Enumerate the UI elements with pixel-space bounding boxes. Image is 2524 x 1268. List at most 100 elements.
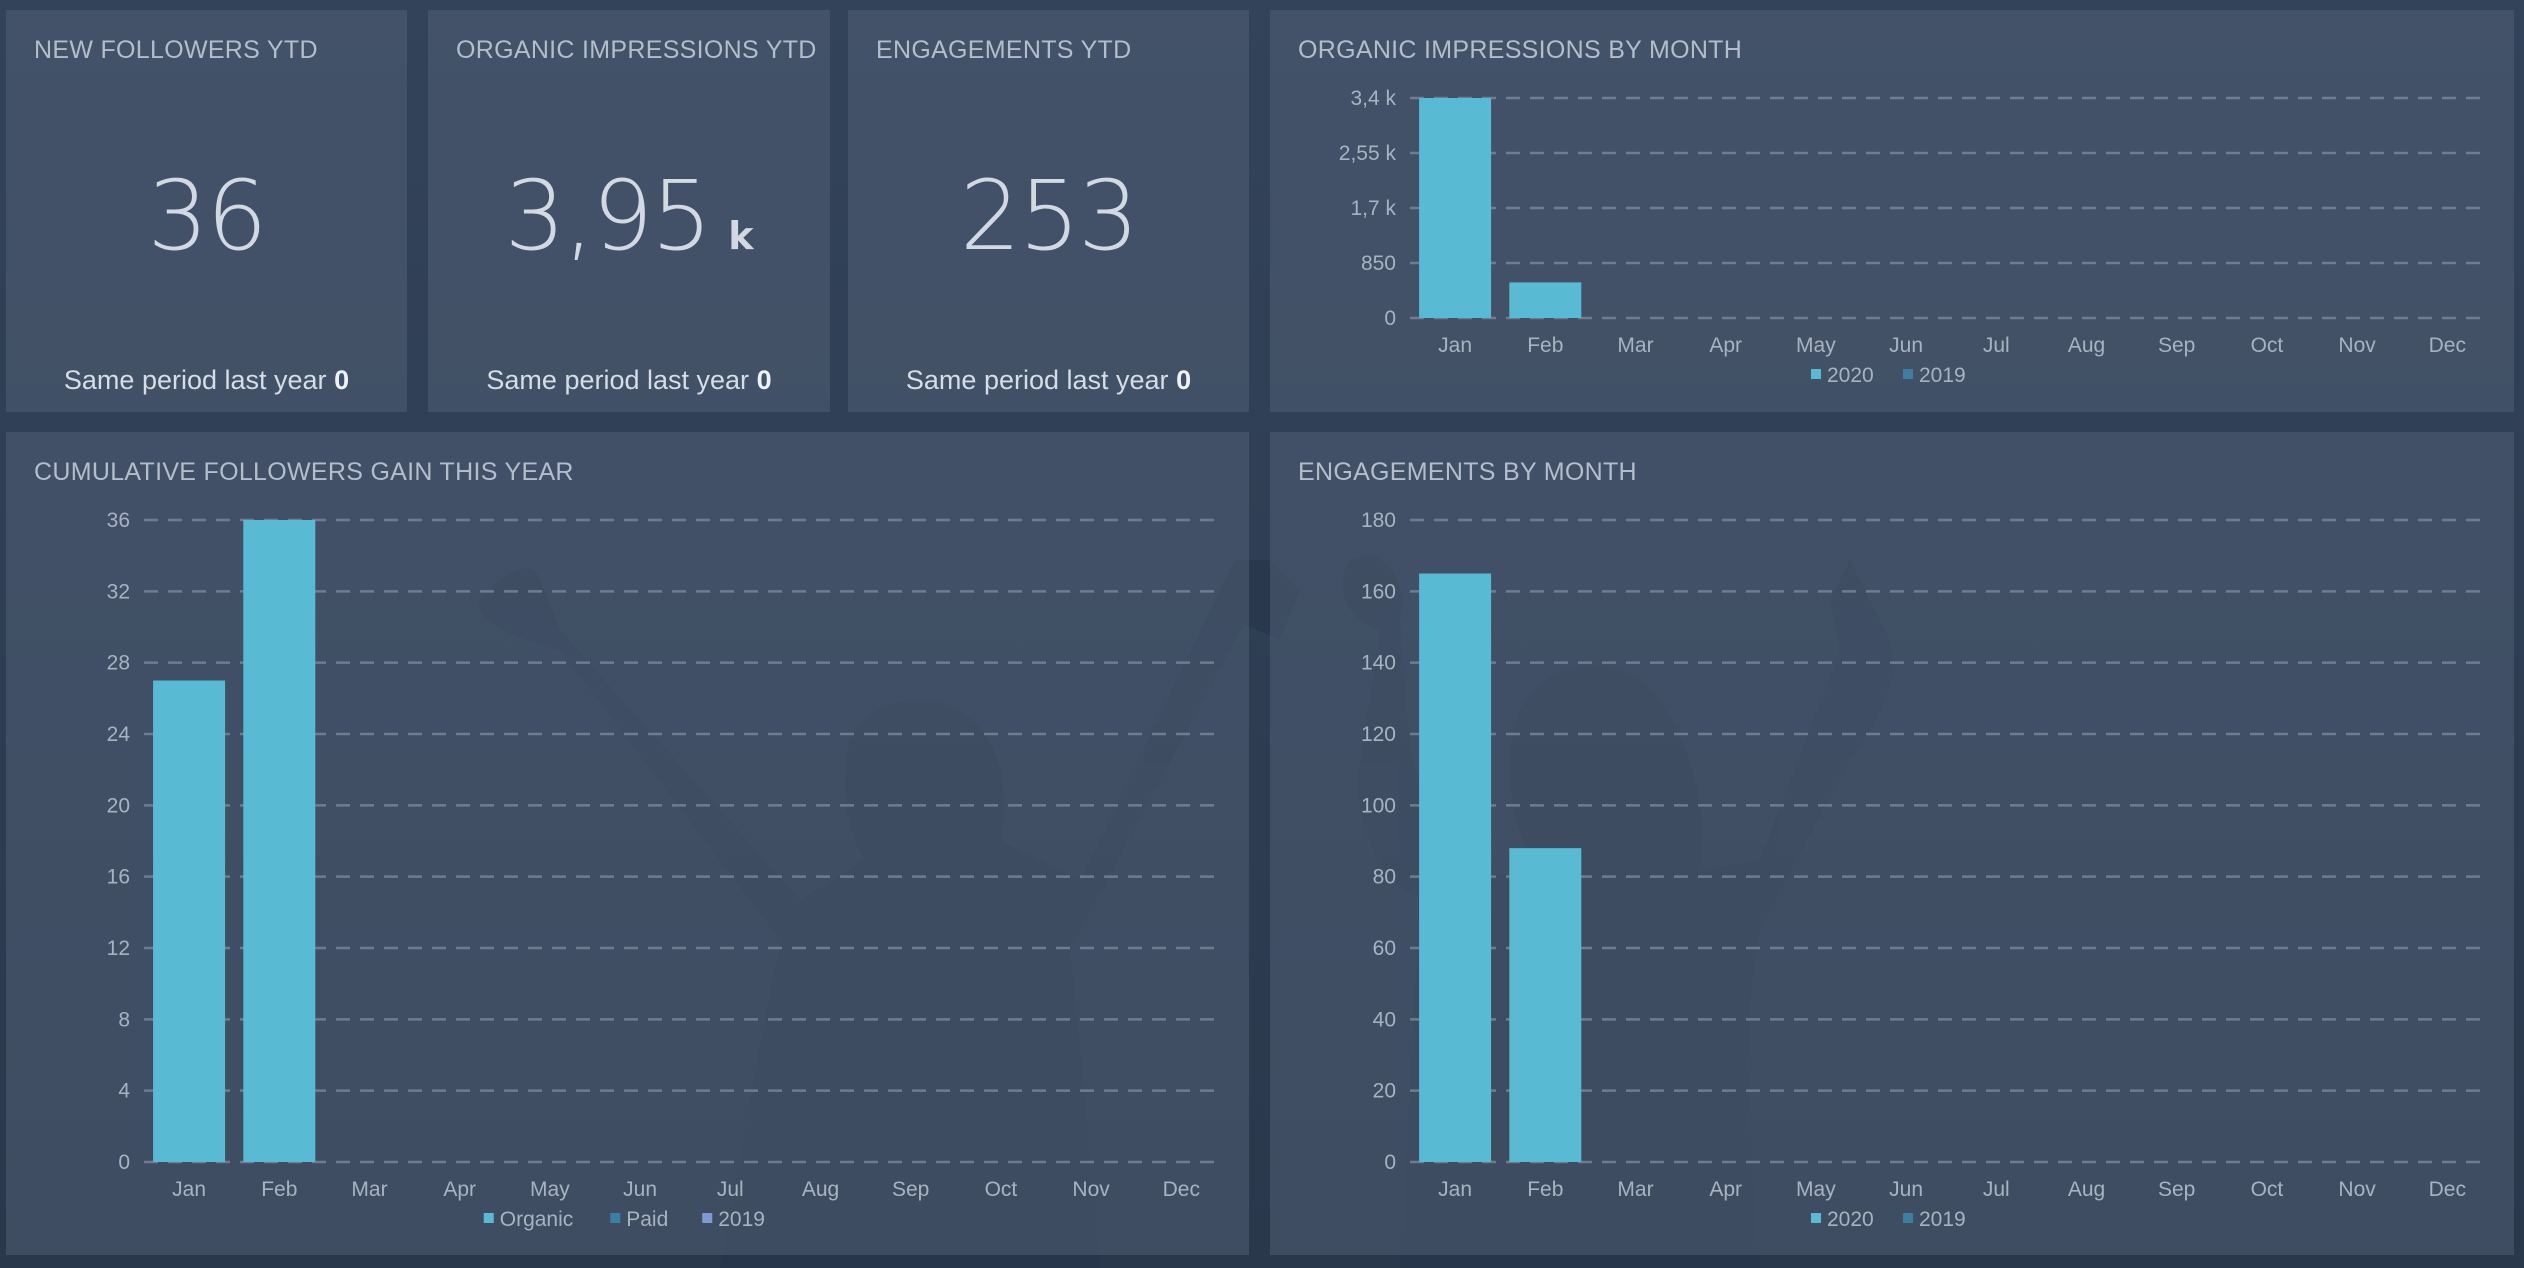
y-tick-label: 100 xyxy=(1361,794,1396,817)
x-tick-label: May xyxy=(1796,1178,1836,1201)
x-tick-label: May xyxy=(530,1178,570,1201)
bar-jan[interactable] xyxy=(1419,573,1492,1163)
x-tick-label: Apr xyxy=(443,1178,476,1201)
engagements-bar-chart: 0 20 40 60 80 100 120 140 160 180 Jan Feb Mar Apr May J… xyxy=(1361,509,2480,1231)
kpi-card-new-followers[interactable]: NEW FOLLOWERS YTD 36 Same period last ye… xyxy=(6,10,407,412)
kpi-comparison: Same period last year 0 xyxy=(486,365,772,395)
y-tick-label: 28 xyxy=(107,652,130,675)
kpi-title: ENGAGEMENTS YTD xyxy=(876,36,1132,64)
y-tick-label: 2,55 k xyxy=(1339,142,1397,165)
y-tick-label: 40 xyxy=(1373,1008,1396,1031)
legend-swatch xyxy=(610,1213,621,1223)
x-tick-label: Dec xyxy=(2429,334,2466,357)
x-tick-label: Mar xyxy=(351,1178,387,1201)
legend-swatch xyxy=(1903,369,1913,379)
legend-swatch xyxy=(702,1213,713,1223)
y-tick-label: 12 xyxy=(107,937,130,960)
x-tick-label: Dec xyxy=(2429,1178,2466,1201)
x-tick-label: Mar xyxy=(1617,334,1653,357)
x-tick-label: May xyxy=(1796,334,1836,357)
x-tick-label: Jun xyxy=(1889,1178,1923,1201)
kpi-title: NEW FOLLOWERS YTD xyxy=(34,36,318,64)
x-tick-label: Oct xyxy=(985,1178,1018,1201)
bar-jan[interactable] xyxy=(153,680,226,1163)
x-tick-label: Jul xyxy=(1983,334,2010,357)
kpi-value: 253 xyxy=(959,160,1139,272)
kpi-title: ORGANIC IMPRESSIONS YTD xyxy=(456,36,817,64)
bar-jan[interactable] xyxy=(1419,98,1492,318)
legend-swatch xyxy=(483,1213,494,1223)
y-tick-label: 32 xyxy=(107,580,130,603)
y-tick-label: 0 xyxy=(1384,307,1396,330)
legend-item-2019[interactable]: 2019 xyxy=(1919,364,1966,387)
x-tick-label: Nov xyxy=(1072,1178,1110,1201)
x-tick-label: Oct xyxy=(2251,1178,2284,1201)
kpi-card-engagements[interactable]: ENGAGEMENTS YTD 253 Same period last yea… xyxy=(848,10,1249,412)
y-tick-label: 4 xyxy=(118,1080,130,1103)
x-tick-label: Oct xyxy=(2251,334,2284,357)
x-tick-label: Nov xyxy=(2338,334,2376,357)
kpi-comparison: Same period last year 0 xyxy=(63,365,350,395)
x-tick-label: Jun xyxy=(1889,334,1923,357)
legend-swatch xyxy=(1811,369,1821,379)
legend-item-2020[interactable]: 2020 xyxy=(1827,364,1874,387)
x-tick-label: Jul xyxy=(717,1178,744,1201)
kpi-value: 36 xyxy=(147,160,267,272)
x-tick-label: Apr xyxy=(1709,334,1742,357)
bar-feb[interactable] xyxy=(1509,848,1582,1162)
legend-swatch xyxy=(1811,1213,1821,1223)
x-tick-label: Jan xyxy=(1438,334,1472,357)
x-tick-label: Jan xyxy=(172,1178,206,1201)
y-tick-label: 60 xyxy=(1373,937,1396,960)
kpi-comparison: Same period last year 0 xyxy=(905,365,1192,395)
legend-swatch xyxy=(1903,1213,1913,1223)
y-tick-label: 850 xyxy=(1361,252,1396,275)
y-tick-label: 8 xyxy=(118,1008,130,1031)
x-tick-label: Jul xyxy=(1983,1178,2010,1201)
x-tick-label: Aug xyxy=(2068,1178,2105,1201)
y-tick-label: 1,7 k xyxy=(1350,197,1396,220)
y-tick-label: 20 xyxy=(1373,1080,1396,1103)
y-tick-label: 140 xyxy=(1361,652,1396,675)
x-tick-label: Jan xyxy=(1438,1178,1472,1201)
x-tick-label: Aug xyxy=(802,1178,839,1201)
y-tick-label: 0 xyxy=(1384,1151,1396,1174)
y-tick-label: 24 xyxy=(107,723,131,746)
y-tick-label: 36 xyxy=(107,509,130,532)
legend-item-organic[interactable]: Organic xyxy=(500,1208,574,1231)
bar-feb[interactable] xyxy=(243,520,316,1162)
kpi-value: 3,95 k xyxy=(504,160,754,272)
y-tick-label: 120 xyxy=(1361,723,1396,746)
x-tick-label: Sep xyxy=(2158,334,2195,357)
legend-item-paid[interactable]: Paid xyxy=(626,1208,668,1231)
x-tick-label: Sep xyxy=(892,1178,929,1201)
impressions-bar-chart: 0 850 1,7 k 2,55 k 3,4 k Jan Feb Mar Apr May Jun Ju… xyxy=(1339,87,2480,387)
y-tick-label: 3,4 k xyxy=(1350,87,1396,110)
y-tick-label: 180 xyxy=(1361,509,1396,532)
bar-feb[interactable] xyxy=(1509,282,1582,318)
x-tick-label: Nov xyxy=(2338,1178,2376,1201)
chart-panel-engagements-by-month[interactable]: ENGAGEMENTS BY MONTH 0 20 40 60 80 100 120 140 1… xyxy=(1270,432,2514,1255)
y-tick-label: 160 xyxy=(1361,580,1396,603)
x-tick-label: Jun xyxy=(623,1178,657,1201)
y-tick-label: 20 xyxy=(107,794,130,817)
x-tick-label: Mar xyxy=(1617,1178,1653,1201)
x-tick-label: Dec xyxy=(1163,1178,1200,1201)
x-tick-label: Feb xyxy=(1527,1178,1563,1201)
y-tick-label: 80 xyxy=(1373,866,1396,889)
legend-item-2020[interactable]: 2020 xyxy=(1827,1208,1874,1231)
y-tick-label: 16 xyxy=(107,866,130,889)
y-tick-label: 0 xyxy=(118,1151,130,1174)
x-tick-label: Apr xyxy=(1709,1178,1742,1201)
kpi-unit: k xyxy=(728,214,754,258)
followers-bar-chart: 0 4 8 12 16 20 24 28 32 36 Jan Feb Mar Apr May Jun Jul Au… xyxy=(107,509,1216,1231)
chart-panel-impressions-by-month[interactable]: ORGANIC IMPRESSIONS BY MONTH 0 850 1,7 k 2,… xyxy=(1270,10,2514,412)
kpi-card-organic-impressions[interactable]: ORGANIC IMPRESSIONS YTD 3,95 k Same perio… xyxy=(428,10,830,412)
legend-item-2019[interactable]: 2019 xyxy=(718,1208,765,1231)
x-tick-label: Sep xyxy=(2158,1178,2195,1201)
x-tick-label: Feb xyxy=(261,1178,297,1201)
x-tick-label: Feb xyxy=(1527,334,1563,357)
legend-item-2019[interactable]: 2019 xyxy=(1919,1208,1966,1231)
x-tick-label: Aug xyxy=(2068,334,2105,357)
